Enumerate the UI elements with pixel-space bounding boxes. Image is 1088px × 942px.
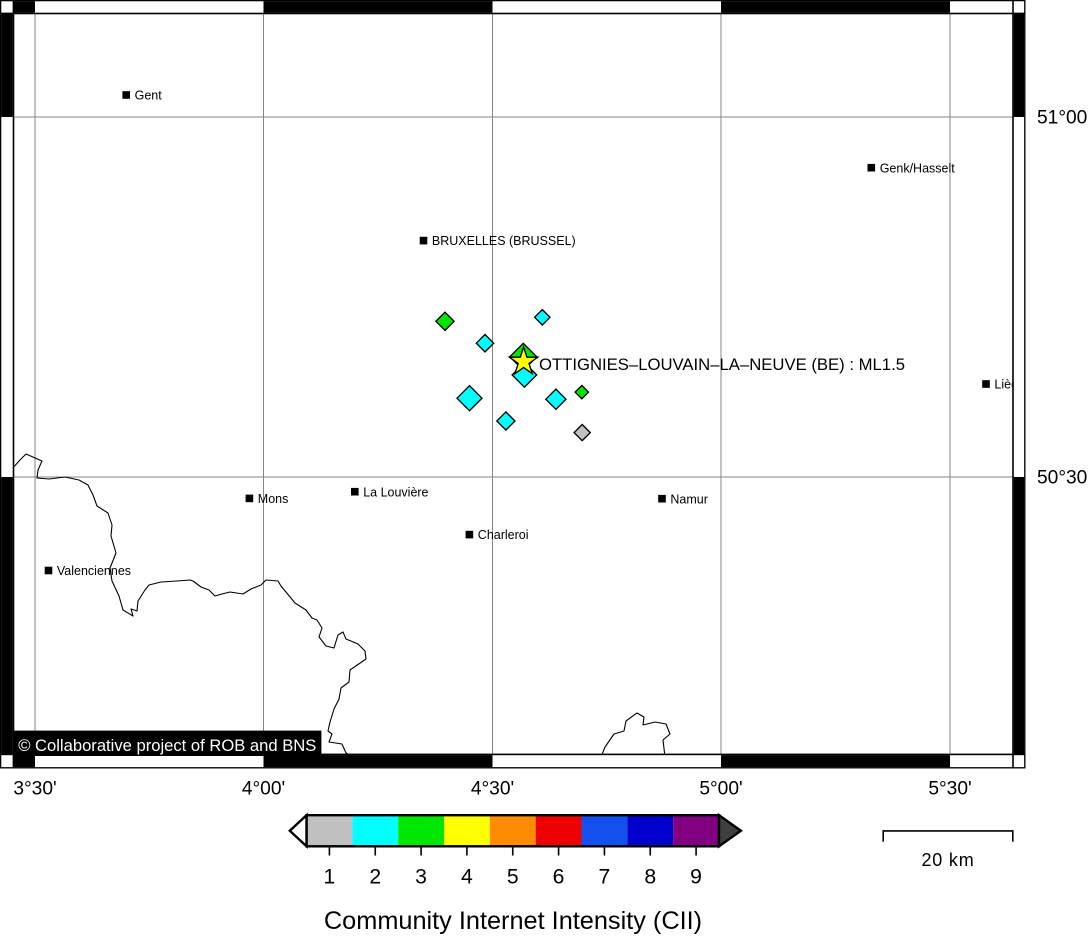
svg-text:3: 3 bbox=[415, 865, 427, 888]
svg-text:Mons: Mons bbox=[258, 492, 289, 506]
svg-text:La Louvière: La Louvière bbox=[363, 485, 428, 499]
svg-text:4°30': 4°30' bbox=[471, 779, 514, 800]
svg-text:Liège: Liège bbox=[994, 378, 1025, 392]
svg-text:4°00': 4°00' bbox=[242, 779, 285, 800]
svg-text:Namur: Namur bbox=[670, 492, 708, 506]
svg-text:5°00': 5°00' bbox=[699, 779, 742, 800]
svg-text:9: 9 bbox=[690, 865, 702, 888]
svg-text:3°30': 3°30' bbox=[13, 779, 56, 800]
svg-text:8: 8 bbox=[644, 865, 656, 888]
svg-text:© Collaborative project of ROB: © Collaborative project of ROB and BNS bbox=[18, 736, 316, 755]
svg-text:2: 2 bbox=[369, 865, 381, 888]
svg-text:4: 4 bbox=[461, 865, 473, 888]
svg-text:20 km: 20 km bbox=[921, 850, 974, 870]
svg-text:5°30': 5°30' bbox=[928, 779, 971, 800]
svg-text:50°30': 50°30' bbox=[1037, 468, 1088, 489]
svg-text:BRUXELLES (BRUSSEL): BRUXELLES (BRUSSEL) bbox=[432, 234, 576, 248]
svg-text:51°00': 51°00' bbox=[1037, 108, 1088, 129]
svg-text:OTTIGNIES–LOUVAIN–LA–NEUVE (BE: OTTIGNIES–LOUVAIN–LA–NEUVE (BE) : ML1.5 bbox=[539, 355, 905, 374]
svg-text:7: 7 bbox=[599, 865, 611, 888]
svg-text:Charleroi: Charleroi bbox=[478, 528, 529, 542]
svg-text:5: 5 bbox=[507, 865, 519, 888]
svg-text:6: 6 bbox=[553, 865, 565, 888]
svg-text:Valenciennes: Valenciennes bbox=[57, 564, 131, 578]
svg-text:1: 1 bbox=[324, 865, 336, 888]
svg-text:Gent: Gent bbox=[135, 89, 163, 103]
svg-text:Genk/Hasselt: Genk/Hasselt bbox=[880, 161, 956, 175]
svg-text:Community Internet Intensity (: Community Internet Intensity (CII) bbox=[324, 907, 702, 935]
